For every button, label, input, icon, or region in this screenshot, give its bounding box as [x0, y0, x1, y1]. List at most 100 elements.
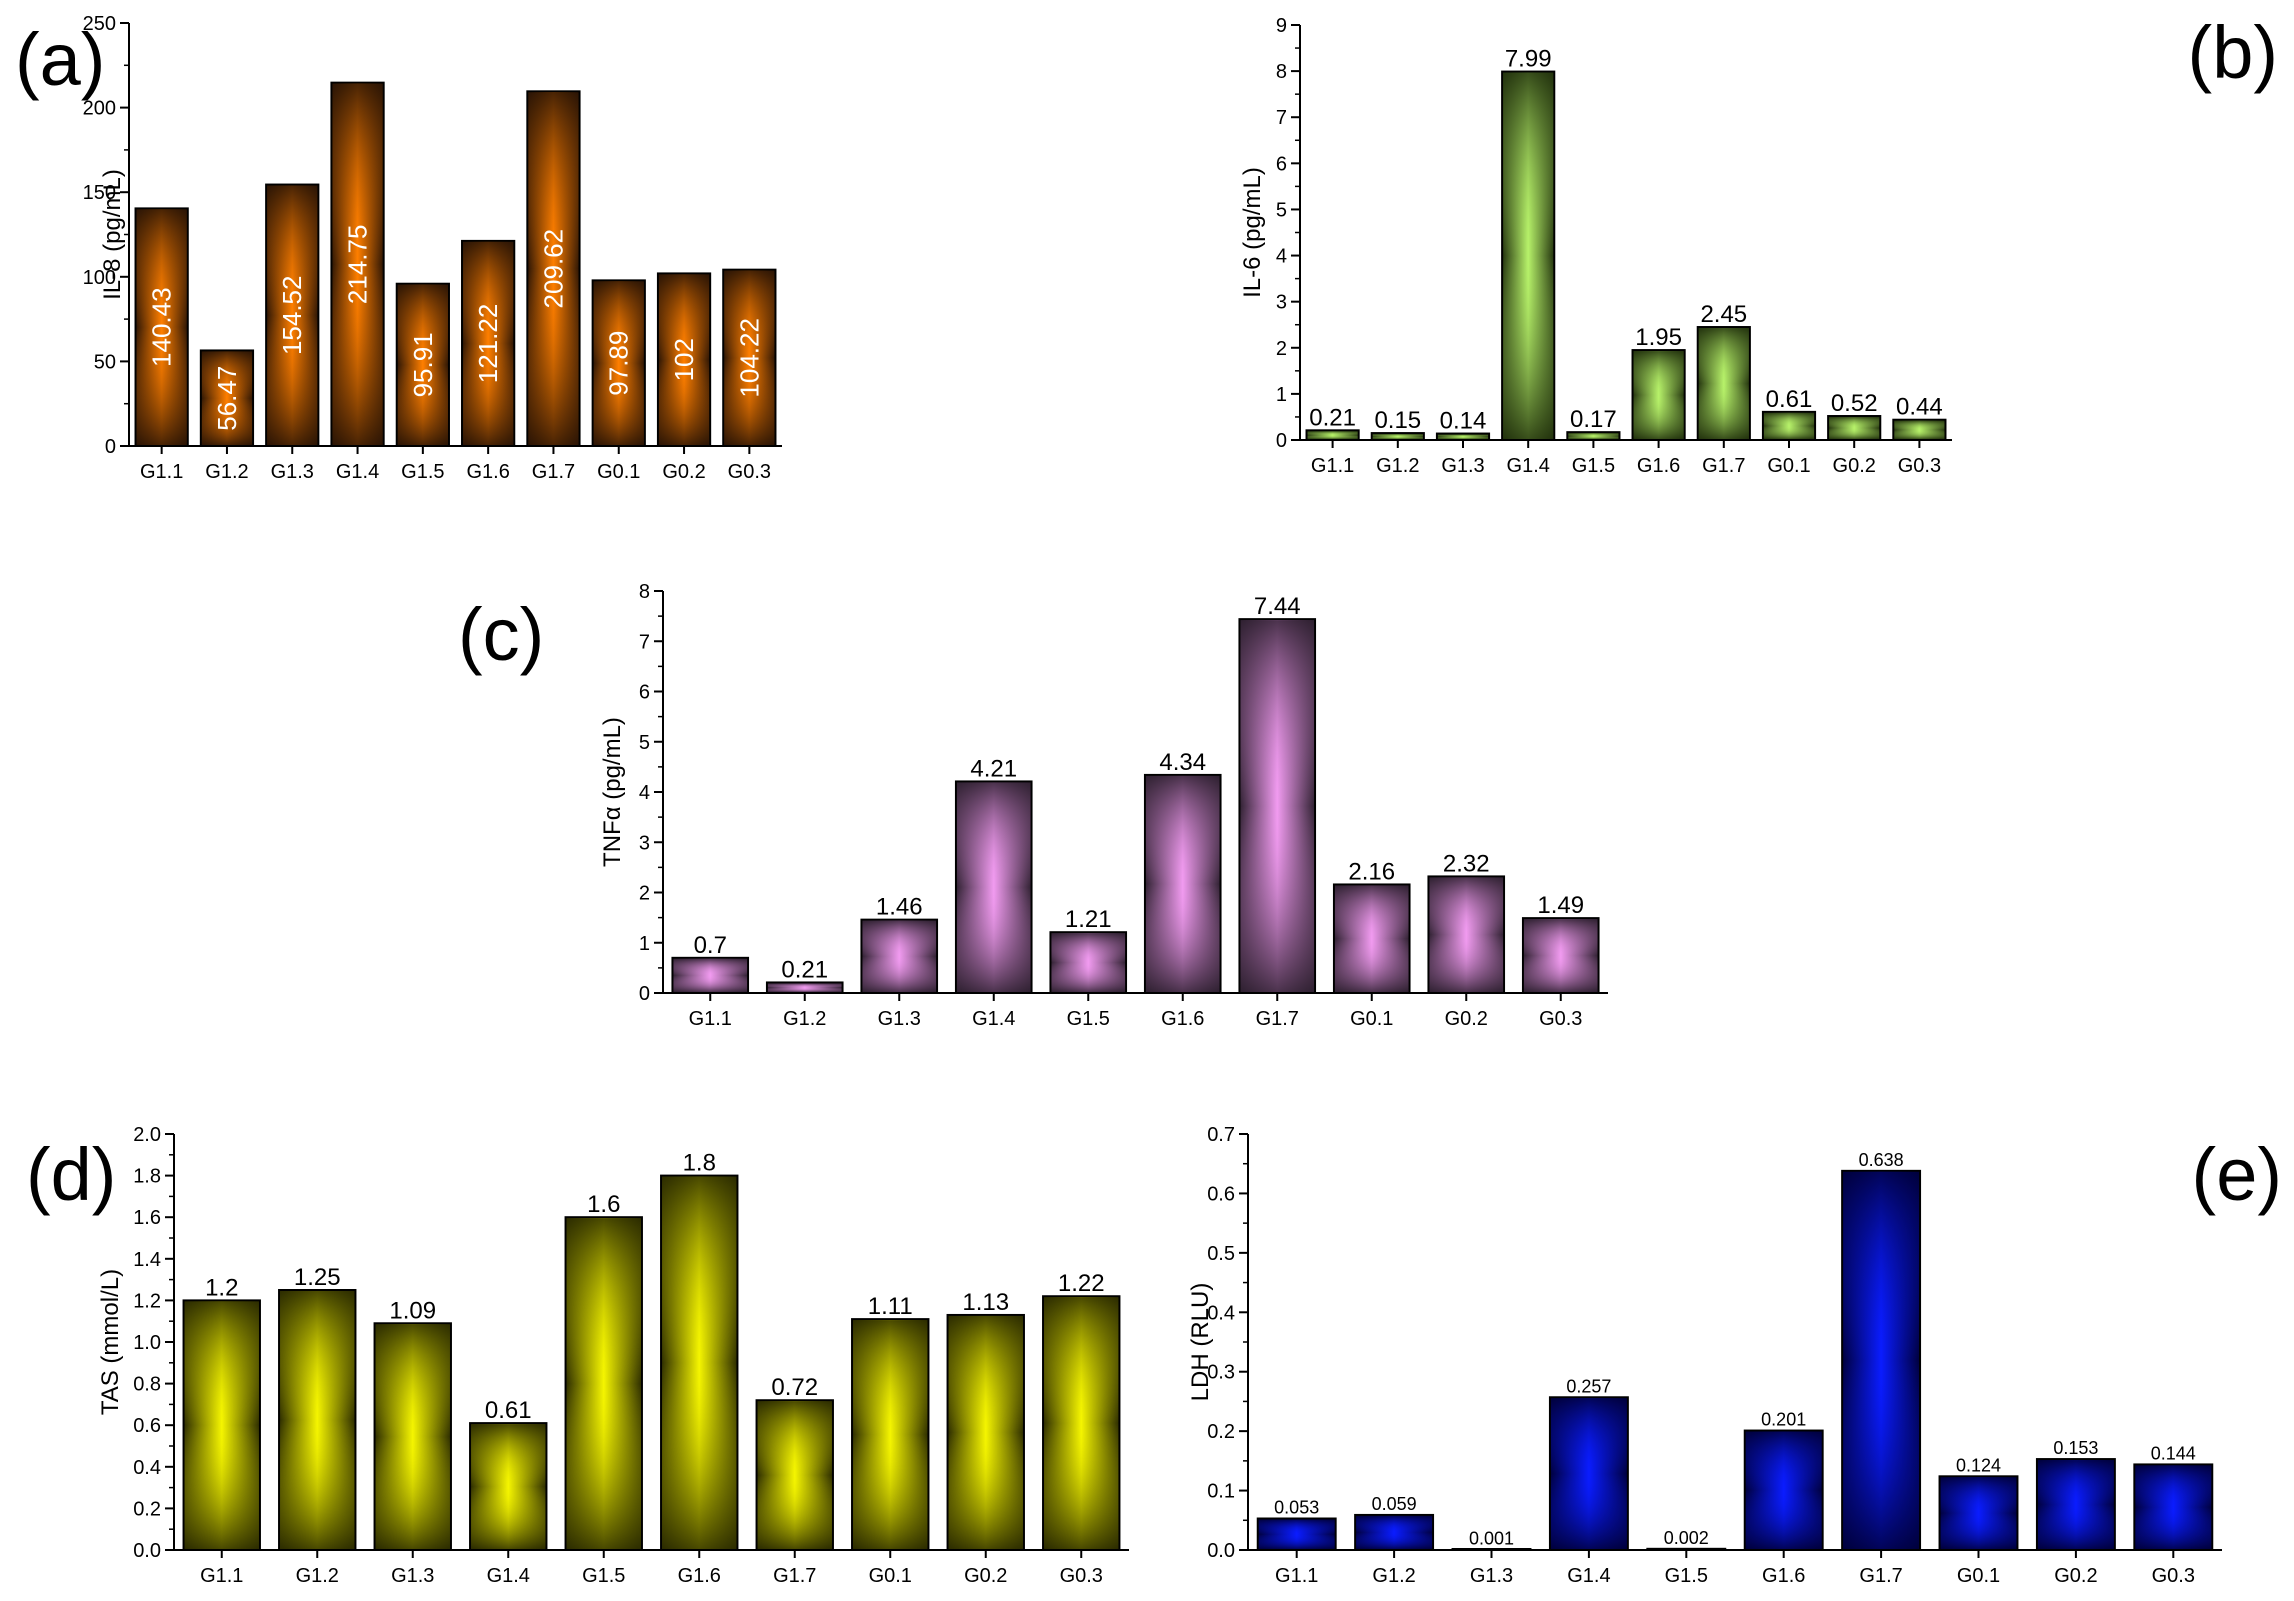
- bar-G1.3: [1451, 1548, 1532, 1551]
- x-tick-label: G1.5: [582, 1565, 625, 1587]
- data-label: 0.61: [1766, 386, 1813, 413]
- bar-shade-G0.2: [1829, 417, 1880, 439]
- y-tick-label: 0.4: [1207, 1302, 1235, 1324]
- x-tick-label: G0.3: [2152, 1565, 2195, 1587]
- data-label: 0.15: [1374, 407, 1421, 434]
- y-tick-label: 2: [639, 883, 650, 905]
- data-label: 0.201: [1761, 1410, 1806, 1430]
- y-tick-label: 0.0: [1207, 1540, 1235, 1562]
- data-label: 0.257: [1566, 1376, 1611, 1396]
- x-tick-label: G1.1: [689, 1008, 732, 1030]
- data-label: 1.11: [868, 1293, 913, 1320]
- bar-shade-G1.2: [1356, 1515, 1433, 1549]
- y-axis-title: IL-6 (pg/mL): [1239, 167, 1266, 298]
- bar-shade-G1.4: [1503, 72, 1554, 440]
- bar-shade-G1.2: [201, 351, 253, 445]
- x-tick-label: G1.1: [140, 461, 183, 483]
- y-tick-label: 0: [105, 436, 116, 458]
- data-label: 0.001: [1469, 1528, 1514, 1548]
- bar-shade-G1.3: [267, 185, 318, 445]
- panel-label: (a): [15, 18, 105, 101]
- bar-shade-G1.1: [673, 958, 748, 992]
- data-label: 0.14: [1440, 408, 1487, 435]
- panel-label: (b): [2188, 11, 2278, 94]
- x-tick-label: G1.4: [336, 461, 379, 483]
- y-tick-label: 7: [639, 631, 650, 653]
- x-tick-label: G1.1: [1275, 1565, 1318, 1587]
- x-tick-label: G1.4: [487, 1565, 530, 1587]
- x-tick-label: G0.1: [1350, 1008, 1393, 1030]
- x-tick-label: G0.1: [1957, 1565, 2000, 1587]
- y-tick-label: 2.0: [133, 1124, 161, 1146]
- x-tick-label: G0.2: [964, 1565, 1007, 1587]
- data-label: 1.95: [1635, 324, 1682, 351]
- x-tick-label: G1.2: [205, 461, 248, 483]
- x-tick-label: G1.5: [1572, 455, 1615, 477]
- x-tick-label: G1.2: [296, 1565, 339, 1587]
- bar-shade-G0.1: [593, 281, 644, 445]
- bar-shade-G1.6: [662, 1176, 737, 1549]
- data-label: 0.059: [1372, 1494, 1417, 1514]
- data-label: 1.25: [294, 1264, 341, 1291]
- data-label: 2.32: [1443, 850, 1490, 877]
- y-tick-label: 0.0: [133, 1540, 161, 1562]
- bar-shade-G0.2: [948, 1315, 1023, 1549]
- panel-label: (e): [2192, 1133, 2282, 1216]
- x-tick-label: G0.1: [869, 1565, 912, 1587]
- y-tick-label: 0.3: [1207, 1362, 1235, 1384]
- bar-shade-G1.1: [1258, 1519, 1335, 1549]
- data-label: 0.17: [1570, 406, 1617, 433]
- y-tick-label: 100: [83, 267, 116, 289]
- data-label: 0.21: [781, 956, 828, 983]
- data-label: 1.09: [389, 1297, 436, 1324]
- data-label: 2.45: [1700, 301, 1747, 328]
- data-label: 97.89: [604, 331, 634, 396]
- y-tick-label: 200: [83, 98, 116, 120]
- x-tick-label: G0.3: [1898, 455, 1941, 477]
- data-label: 214.75: [343, 225, 373, 305]
- x-tick-label: G1.5: [1067, 1008, 1110, 1030]
- bar-shade-G1.5: [397, 284, 448, 445]
- y-tick-label: 1.0: [133, 1332, 161, 1354]
- data-label: 121.22: [473, 304, 503, 384]
- x-tick-label: G1.3: [271, 461, 314, 483]
- x-tick-label: G1.3: [391, 1565, 434, 1587]
- y-tick-label: 0.7: [1207, 1124, 1235, 1146]
- x-tick-label: G1.7: [773, 1565, 816, 1587]
- data-label: 0.638: [1859, 1150, 1904, 1170]
- bar-shade-G1.4: [1550, 1398, 1627, 1549]
- y-tick-label: 8: [1276, 61, 1287, 83]
- chart-panel-c: (c) TNFα (pg/mL) 0 1 2 3 4 5 6 7 8 G1.1 0.7 G1.2 0.21 G…: [458, 581, 1608, 1030]
- y-tick-label: 0.8: [133, 1374, 161, 1396]
- chart-panel-d: (d) TAS (mmol/L) 0.0 0.2 0.4 0.6 0.8 1.0 1.2 1.4 1…: [26, 1124, 1129, 1587]
- x-tick-label: G1.3: [1470, 1565, 1513, 1587]
- data-label: 0.144: [2151, 1443, 2196, 1463]
- y-tick-label: 9: [1276, 15, 1287, 37]
- data-label: 0.52: [1831, 390, 1878, 417]
- y-tick-label: 0: [1276, 430, 1287, 452]
- data-label: 0.053: [1274, 1498, 1319, 1518]
- bar-shade-G1.7: [1240, 620, 1315, 992]
- data-label: 102: [669, 338, 699, 381]
- bar-shade-G1.6: [1745, 1431, 1822, 1549]
- x-tick-label: G0.2: [1445, 1008, 1488, 1030]
- bar-shade-G1.7: [1698, 328, 1749, 439]
- bar-shade-G1.2: [280, 1291, 355, 1549]
- chart-panel-b: (b) IL-6 (pg/mL) 0 1 2 3 4 5 6 7 8 9 G1.1 0.21 G1.2 0.1…: [1239, 11, 2278, 477]
- y-tick-label: 1.4: [133, 1249, 161, 1271]
- y-tick-label: 7: [1276, 107, 1287, 129]
- x-tick-label: G1.6: [1637, 455, 1680, 477]
- x-tick-label: G1.7: [532, 461, 575, 483]
- bar-shade-G1.5: [566, 1218, 641, 1549]
- y-tick-label: 4: [639, 782, 650, 804]
- data-label: 0.21: [1309, 404, 1356, 431]
- y-tick-label: 6: [639, 682, 650, 704]
- x-tick-label: G1.6: [1161, 1008, 1204, 1030]
- data-label: 1.2: [205, 1274, 238, 1301]
- bar-shade-G1.1: [136, 209, 187, 445]
- bar-shade-G1.5: [1568, 433, 1619, 439]
- bar-shade-G0.2: [658, 274, 710, 445]
- bar-shade-G1.6: [463, 241, 514, 445]
- bar-shade-G0.2: [2037, 1460, 2114, 1549]
- x-tick-label: G0.2: [2054, 1565, 2097, 1587]
